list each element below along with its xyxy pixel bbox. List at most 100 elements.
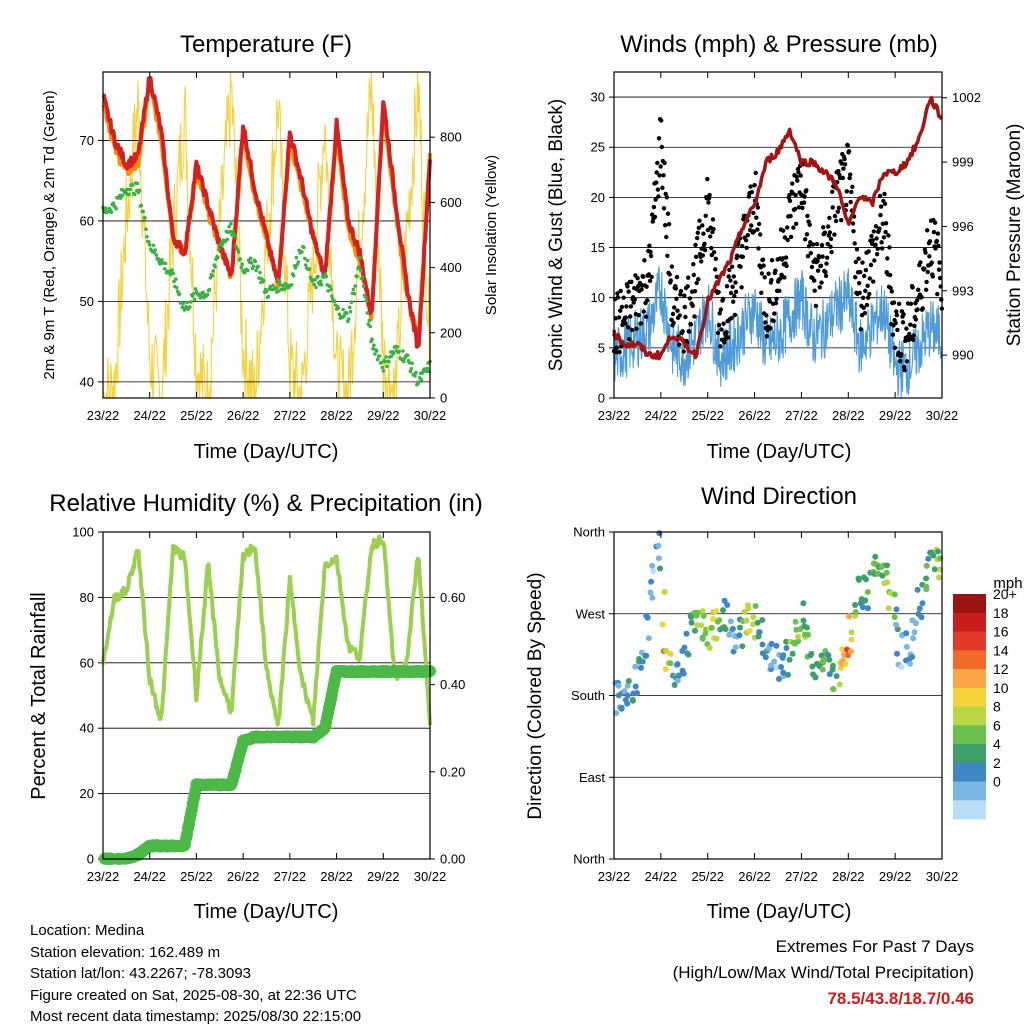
dewpoint-point xyxy=(379,360,384,365)
dir-plot-frame xyxy=(613,531,943,860)
direction-point xyxy=(923,575,930,582)
direction-point xyxy=(639,658,646,665)
dir-x-tick-label: 28/22 xyxy=(832,869,865,884)
direction-point xyxy=(726,631,733,638)
gust-point xyxy=(760,257,766,262)
wind-x-tick-label: 30/22 xyxy=(926,408,959,423)
gust-point xyxy=(773,268,778,273)
gust-point xyxy=(665,211,671,216)
gust-point xyxy=(826,224,831,229)
gust-point xyxy=(815,268,821,273)
direction-point xyxy=(681,644,688,651)
extremes-values: 78.5/43.8/18.7/0.46 xyxy=(827,989,974,1008)
dewpoint-point xyxy=(289,283,294,287)
gust-point xyxy=(817,255,822,260)
dewpoint-point xyxy=(358,255,362,260)
gust-point xyxy=(727,267,732,273)
gust-point xyxy=(861,305,866,310)
colorbar-label: 10 xyxy=(993,680,1009,696)
direction-point xyxy=(907,660,914,667)
dewpoint-point xyxy=(266,294,271,299)
dewpoint-point xyxy=(295,263,300,267)
gust-point xyxy=(629,327,635,333)
dewpoint-point xyxy=(380,365,385,370)
direction-point xyxy=(745,605,752,612)
gust-point xyxy=(910,337,916,342)
gust-point xyxy=(890,332,896,337)
dewpoint-point xyxy=(368,324,373,329)
gust-point xyxy=(758,232,763,237)
dewpoint-point xyxy=(232,234,237,238)
direction-point xyxy=(624,692,631,699)
gust-point xyxy=(880,246,885,251)
dewpoint-point xyxy=(160,258,164,262)
gust-point xyxy=(696,225,702,230)
direction-point xyxy=(852,602,859,608)
gust-point xyxy=(810,242,816,247)
gust-point xyxy=(839,161,844,166)
rh-y2-tick-label: 0.20 xyxy=(440,764,465,779)
gust-point xyxy=(619,344,624,349)
gust-point xyxy=(869,233,874,239)
gust-point xyxy=(798,173,803,178)
direction-point xyxy=(685,651,692,658)
gust-point xyxy=(812,278,817,283)
gust-point xyxy=(910,285,915,290)
direction-point xyxy=(898,664,905,670)
gust-point xyxy=(900,320,906,325)
dewpoint-point xyxy=(205,292,210,297)
direction-point xyxy=(859,604,866,611)
gust-point xyxy=(678,292,683,297)
gust-point xyxy=(880,221,885,226)
relative-humidity-line xyxy=(101,534,432,727)
direction-point xyxy=(698,622,705,629)
gust-point xyxy=(731,299,736,304)
gust-point xyxy=(885,256,890,261)
direction-point xyxy=(848,636,855,643)
dewpoint-point xyxy=(389,354,394,358)
gust-point xyxy=(692,289,698,294)
gust-point xyxy=(857,281,862,286)
dewpoint-point xyxy=(425,366,430,371)
direction-point xyxy=(909,654,916,660)
direction-point xyxy=(911,629,918,636)
dewpoint-point xyxy=(313,278,317,282)
gust-point xyxy=(711,250,717,255)
direction-point xyxy=(783,638,790,645)
temp-y-tick-label: 50 xyxy=(80,294,94,309)
dewpoint-point xyxy=(367,318,372,323)
gust-point xyxy=(800,205,805,211)
temp-x-tick-label: 28/22 xyxy=(320,408,353,423)
colorbar-label: 4 xyxy=(993,736,1001,752)
gust-point xyxy=(904,326,909,331)
gust-point xyxy=(827,215,832,221)
gust-point xyxy=(731,274,736,279)
dewpoint-point xyxy=(359,268,363,273)
gust-point xyxy=(878,204,884,209)
dewpoint-point xyxy=(314,285,318,290)
dewpoint-point xyxy=(188,305,192,309)
gust-point xyxy=(850,184,855,189)
direction-point xyxy=(808,650,815,657)
direction-point xyxy=(812,674,819,681)
gust-point xyxy=(655,160,660,166)
gust-point xyxy=(772,311,777,316)
gust-point xyxy=(733,280,738,285)
dewpoint-point xyxy=(277,279,282,284)
gust-point xyxy=(793,192,798,198)
dewpoint-point xyxy=(137,188,142,192)
gust-point xyxy=(866,295,871,300)
rh-y-tick-label: 100 xyxy=(72,525,94,540)
gust-point xyxy=(766,271,771,276)
dewpoint-point xyxy=(305,258,310,263)
gust-point xyxy=(832,213,838,219)
gust-point xyxy=(678,288,684,294)
gust-point xyxy=(845,143,851,148)
gust-point xyxy=(641,274,646,279)
gust-point xyxy=(634,326,639,331)
gust-point xyxy=(866,249,871,254)
gust-point xyxy=(647,278,653,284)
dewpoint-point xyxy=(384,355,388,359)
gust-point xyxy=(751,229,757,234)
direction-point xyxy=(732,633,738,639)
